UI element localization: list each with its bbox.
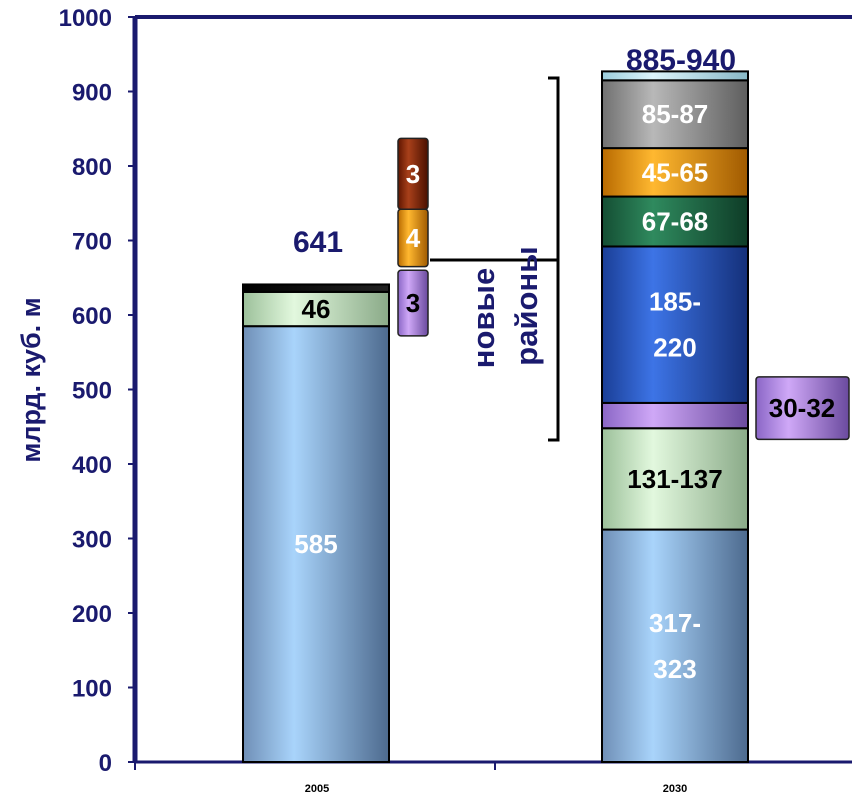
bars: 585 46 317- 323 131-137 185- 220 67-68 45-65 85-8…: [242, 70, 749, 763]
y-tick-label: 100: [72, 676, 112, 703]
bar-data-label: 323: [653, 654, 696, 684]
bar-data-label: 46: [302, 294, 331, 324]
y-tick-label: 300: [72, 527, 112, 554]
total-label-2005: 641: [293, 226, 343, 259]
bar-data-label: 220: [653, 333, 696, 363]
y-tick-label: 800: [72, 154, 112, 181]
side-boxes: 3 4 3 30-32: [397, 137, 850, 441]
side-box-label: 30-32: [769, 393, 836, 423]
total-label-2030: 885-940: [626, 44, 736, 77]
small-box-label: 4: [406, 223, 421, 253]
y-tick-label: 0: [99, 750, 112, 777]
y-tick-label: 900: [72, 80, 112, 107]
small-box-2: [397, 137, 429, 210]
y-ticks: 0 100 200 300 400 500 600 700 800 900 1000: [59, 5, 135, 777]
x-tick-label-2005: 2005: [305, 783, 329, 795]
bar-data-label: 185-: [649, 287, 701, 317]
new-regions-label-line1: новые: [466, 268, 501, 368]
bar-segment-2030-7: [601, 70, 749, 82]
bar-segment-2030-3: [601, 245, 749, 404]
y-tick-label: 400: [72, 452, 112, 479]
new-regions-bracket: [430, 76, 560, 442]
bar-data-label: 85-87: [642, 99, 709, 129]
y-tick-label: 700: [72, 229, 112, 256]
small-box-label: 3: [406, 159, 420, 189]
small-box-label: 3: [406, 288, 420, 318]
bar-segment-2005-2: [242, 283, 390, 293]
x-tick-label-2030: 2030: [663, 783, 687, 795]
bar-segment-2030-0: [601, 528, 749, 763]
bar-segment-2030-1: [601, 427, 749, 531]
y-tick-label: 500: [72, 378, 112, 405]
bar-segment-2030-2: [601, 401, 749, 430]
bar-data-label: 317-: [649, 608, 701, 638]
bar-segment-2030-6: [601, 79, 749, 150]
bar-segment-2030-5: [601, 147, 749, 198]
y-tick-label: 1000: [59, 5, 112, 32]
bar-data-label: 131-137: [627, 464, 722, 494]
y-axis-label: млрд. куб. м: [16, 297, 46, 462]
bar-data-label: 67-68: [642, 207, 709, 237]
bar-segment-2005-0: [242, 325, 390, 763]
bar-data-label: 45-65: [642, 157, 709, 187]
y-tick-label: 600: [72, 303, 112, 330]
y-tick-label: 200: [72, 601, 112, 628]
new-regions-label-line2: районы: [509, 246, 544, 365]
side-box: [755, 376, 850, 441]
small-box-0: [397, 269, 429, 337]
bar-segment-2030-4: [601, 195, 749, 248]
bar-data-label: 585: [294, 529, 337, 559]
